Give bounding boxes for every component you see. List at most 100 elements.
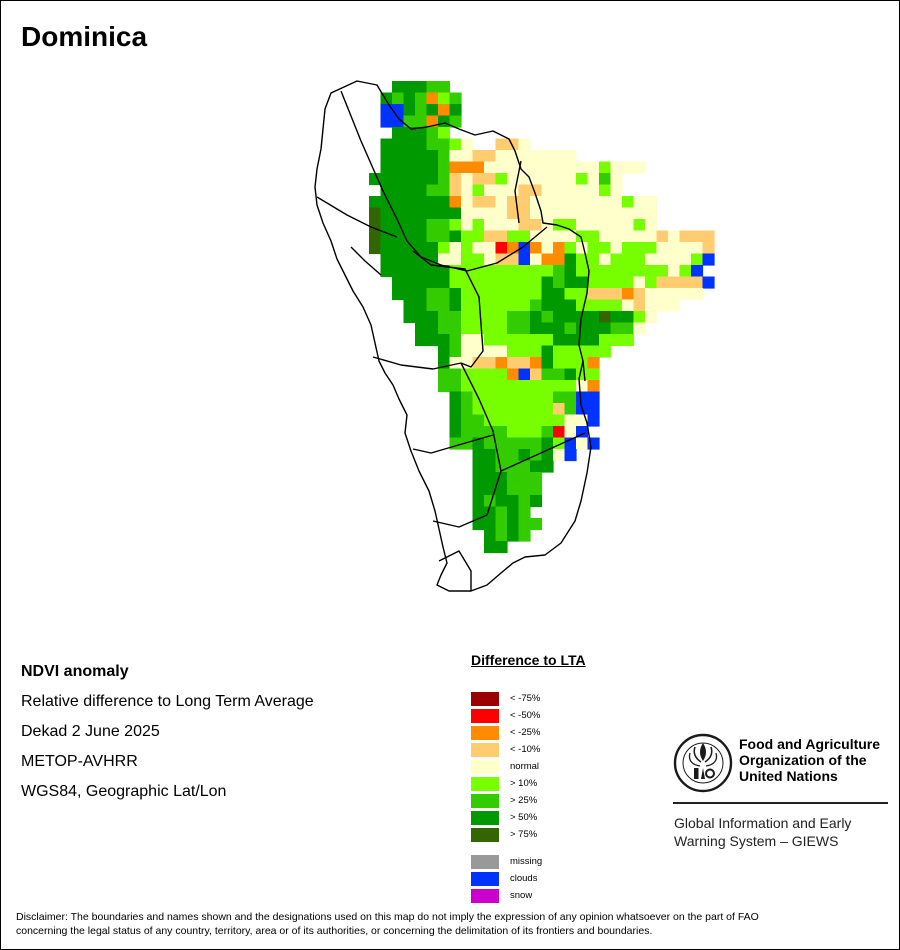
anomaly-pixel xyxy=(438,81,451,94)
anomaly-pixel xyxy=(438,253,451,266)
time-period: Dekad 2 June 2025 xyxy=(21,723,160,740)
anomaly-pixel xyxy=(449,219,462,232)
anomaly-pixel xyxy=(484,518,497,531)
anomaly-pixel xyxy=(668,276,681,289)
anomaly-pixel xyxy=(530,414,543,427)
anomaly-pixel xyxy=(484,299,497,312)
anomaly-pixel xyxy=(564,403,577,416)
anomaly-pixel xyxy=(679,230,692,243)
anomaly-pixel xyxy=(530,380,543,393)
anomaly-pixel xyxy=(518,334,531,347)
fao-name: Food and Agriculture Organization of the… xyxy=(739,736,881,784)
anomaly-pixel xyxy=(564,345,577,358)
anomaly-pixel xyxy=(449,322,462,335)
anomaly-pixel xyxy=(415,127,428,140)
anomaly-pixel xyxy=(518,288,531,301)
anomaly-pixel xyxy=(484,529,497,542)
anomaly-pixel xyxy=(553,426,566,439)
anomaly-pixel xyxy=(484,380,497,393)
anomaly-pixel xyxy=(472,242,485,255)
anomaly-pixel xyxy=(587,253,600,266)
parish-boundary xyxy=(460,362,586,472)
legend-swatch xyxy=(471,692,499,706)
anomaly-pixel xyxy=(576,230,589,243)
anomaly-pixel xyxy=(403,184,416,197)
anomaly-pixel xyxy=(380,161,393,174)
legend: Difference to LTA < -75% < -50% < -25% < -1… xyxy=(471,652,601,912)
anomaly-pixel xyxy=(587,196,600,209)
anomaly-pixel xyxy=(576,196,589,209)
anomaly-pixel xyxy=(403,92,416,105)
anomaly-pixel xyxy=(576,184,589,197)
anomaly-pixel xyxy=(599,345,612,358)
anomaly-pixel xyxy=(599,161,612,174)
anomaly-pixel xyxy=(553,150,566,163)
anomaly-pixel xyxy=(633,253,646,266)
anomaly-pixel xyxy=(507,357,520,370)
anomaly-pixel xyxy=(495,265,508,278)
anomaly-pixel xyxy=(484,207,497,220)
anomaly-pixel xyxy=(369,242,382,255)
anomaly-pixel xyxy=(530,472,543,485)
anomaly-pixel xyxy=(426,299,439,312)
anomaly-pixel xyxy=(438,184,451,197)
anomaly-pixel xyxy=(495,322,508,335)
anomaly-pixel xyxy=(484,483,497,496)
anomaly-pixel xyxy=(438,92,451,105)
anomaly-pixel xyxy=(380,150,393,163)
anomaly-pixel xyxy=(587,334,600,347)
anomaly-pixel xyxy=(564,173,577,186)
anomaly-pixel xyxy=(530,483,543,496)
anomaly-pixel xyxy=(484,161,497,174)
anomaly-pixel xyxy=(587,299,600,312)
anomaly-pixel xyxy=(426,104,439,117)
anomaly-pixel xyxy=(403,127,416,140)
anomaly-pixel xyxy=(587,219,600,232)
anomaly-pixel xyxy=(484,334,497,347)
anomaly-pixel xyxy=(392,161,405,174)
legend-swatch xyxy=(471,794,499,808)
anomaly-pixel xyxy=(392,196,405,209)
anomaly-pixel xyxy=(564,276,577,289)
anomaly-pixel xyxy=(495,288,508,301)
anomaly-pixel xyxy=(553,173,566,186)
anomaly-pixel xyxy=(449,345,462,358)
anomaly-pixel xyxy=(518,276,531,289)
anomaly-pixel xyxy=(530,150,543,163)
anomaly-pixel xyxy=(507,161,520,174)
anomaly-pixel xyxy=(633,288,646,301)
anomaly-pixel xyxy=(507,403,520,416)
anomaly-pixel xyxy=(472,449,485,462)
anomaly-pixel xyxy=(530,288,543,301)
anomaly-pixel xyxy=(449,288,462,301)
anomaly-pixel xyxy=(438,242,451,255)
anomaly-pixel xyxy=(392,276,405,289)
anomaly-pixel xyxy=(426,173,439,186)
anomaly-pixel xyxy=(576,276,589,289)
anomaly-pixel xyxy=(553,288,566,301)
anomaly-pixel xyxy=(553,196,566,209)
anomaly-pixel xyxy=(403,150,416,163)
anomaly-pixel xyxy=(415,288,428,301)
anomaly-pixel xyxy=(380,138,393,151)
legend-swatch xyxy=(471,709,499,723)
anomaly-pixel xyxy=(461,437,474,450)
anomaly-pixel xyxy=(507,334,520,347)
anomaly-pixel xyxy=(564,184,577,197)
anomaly-pixel xyxy=(587,311,600,324)
anomaly-pixel xyxy=(426,184,439,197)
anomaly-pixel xyxy=(426,207,439,220)
legend-swatch xyxy=(471,726,499,740)
anomaly-pixel xyxy=(380,104,393,117)
anomaly-pixel xyxy=(438,322,451,335)
anomaly-pixel xyxy=(553,414,566,427)
anomaly-pixel xyxy=(656,242,669,255)
anomaly-pixel xyxy=(449,276,462,289)
anomaly-pixel xyxy=(541,322,554,335)
anomaly-pixel xyxy=(507,219,520,232)
anomaly-pixel xyxy=(507,518,520,531)
anomaly-pixel xyxy=(645,265,658,278)
anomaly-pixel xyxy=(610,276,623,289)
anomaly-pixel xyxy=(449,426,462,439)
anomaly-pixel xyxy=(541,311,554,324)
